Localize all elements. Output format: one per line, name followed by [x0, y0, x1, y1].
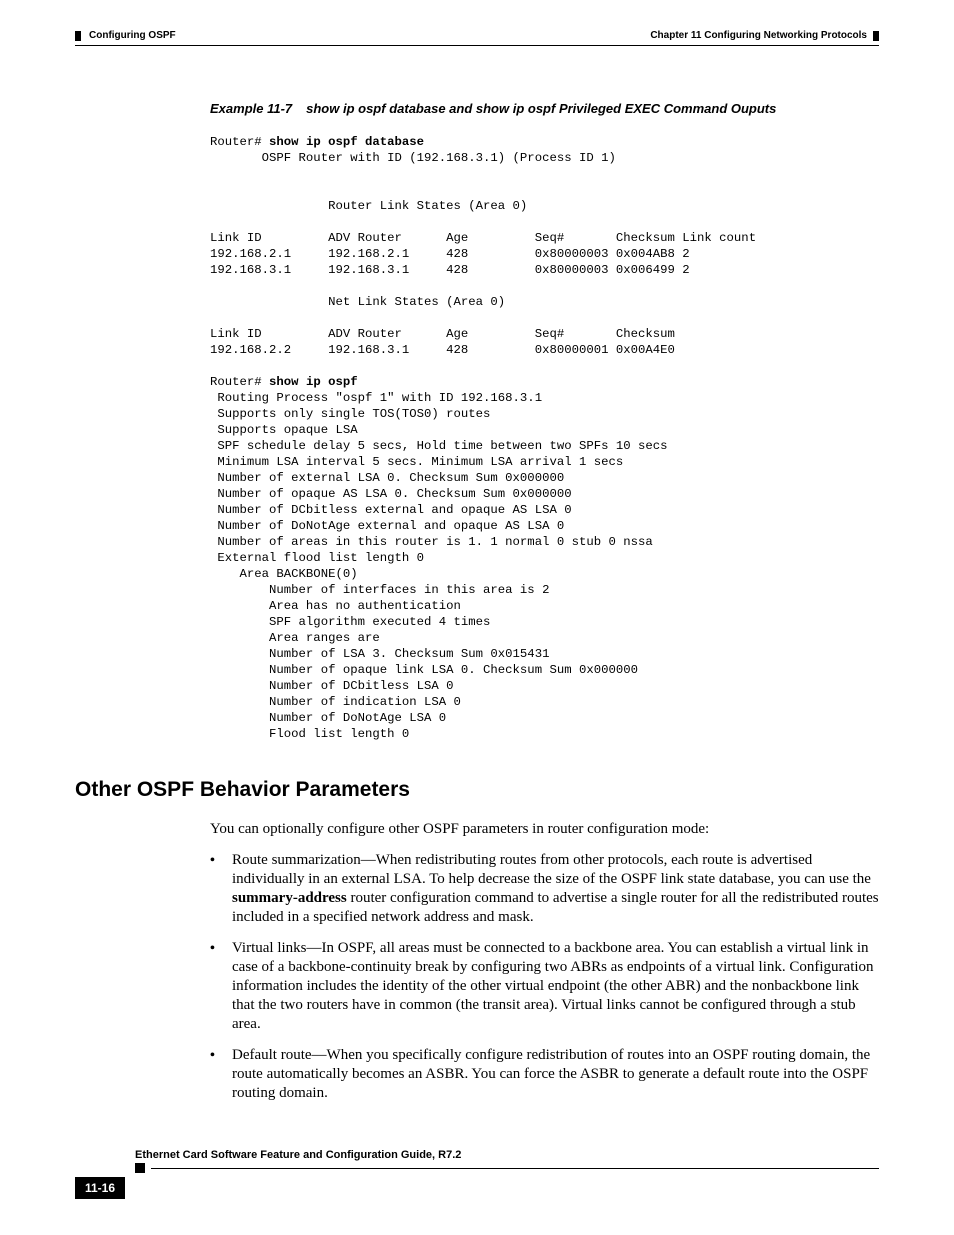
- header-marker-icon: [873, 31, 879, 41]
- bullet-icon: •: [210, 851, 232, 927]
- terminal-output: Router# show ip ospf database OSPF Route…: [210, 134, 879, 742]
- intro-paragraph: You can optionally configure other OSPF …: [210, 820, 879, 839]
- list-item: • Virtual links—In OSPF, all areas must …: [210, 939, 879, 1034]
- header-right: Chapter 11 Configuring Networking Protoc…: [650, 30, 879, 41]
- prompt: Router#: [210, 375, 269, 389]
- command: show ip ospf database: [269, 135, 424, 149]
- header-section: Configuring OSPF: [89, 30, 176, 41]
- output-block: OSPF Router with ID (192.168.3.1) (Proce…: [210, 151, 756, 357]
- example-caption: show ip ospf database and show ip ospf P…: [306, 101, 776, 116]
- output-block: Routing Process "ospf 1" with ID 192.168…: [210, 391, 668, 741]
- header-marker-icon: [75, 31, 81, 41]
- bullet-list: • Route summarization—When redistributin…: [210, 851, 879, 1103]
- footer-marker-icon: [135, 1163, 145, 1173]
- running-header: Configuring OSPF Chapter 11 Configuring …: [75, 30, 879, 41]
- section-heading: Other OSPF Behavior Parameters: [75, 778, 879, 802]
- footer-row: 11-16: [75, 1177, 879, 1199]
- footer-rule: [135, 1163, 879, 1173]
- page: Configuring OSPF Chapter 11 Configuring …: [0, 0, 954, 1235]
- bullet-text: Virtual links—In OSPF, all areas must be…: [232, 939, 879, 1034]
- header-rule: [75, 45, 879, 46]
- header-chapter: Chapter 11 Configuring Networking Protoc…: [650, 30, 867, 41]
- page-footer: Ethernet Card Software Feature and Confi…: [75, 1149, 879, 1199]
- main-content: Example 11-7 show ip ospf database and sh…: [210, 101, 879, 1103]
- command: show ip ospf: [269, 375, 358, 389]
- bullet-icon: •: [210, 939, 232, 1034]
- example-number: Example 11-7: [210, 101, 292, 116]
- page-number-badge: 11-16: [75, 1177, 125, 1199]
- list-item: • Default route—When you specifically co…: [210, 1046, 879, 1103]
- list-item: • Route summarization—When redistributin…: [210, 851, 879, 927]
- prompt: Router#: [210, 135, 269, 149]
- example-title: Example 11-7 show ip ospf database and sh…: [210, 101, 879, 116]
- header-left: Configuring OSPF: [75, 30, 176, 41]
- footer-line: [151, 1168, 879, 1169]
- bullet-text: Default route—When you specifically conf…: [232, 1046, 879, 1103]
- bullet-text: Route summarization—When redistributing …: [232, 851, 879, 927]
- footer-doc-title: Ethernet Card Software Feature and Confi…: [135, 1149, 879, 1161]
- bullet-icon: •: [210, 1046, 232, 1103]
